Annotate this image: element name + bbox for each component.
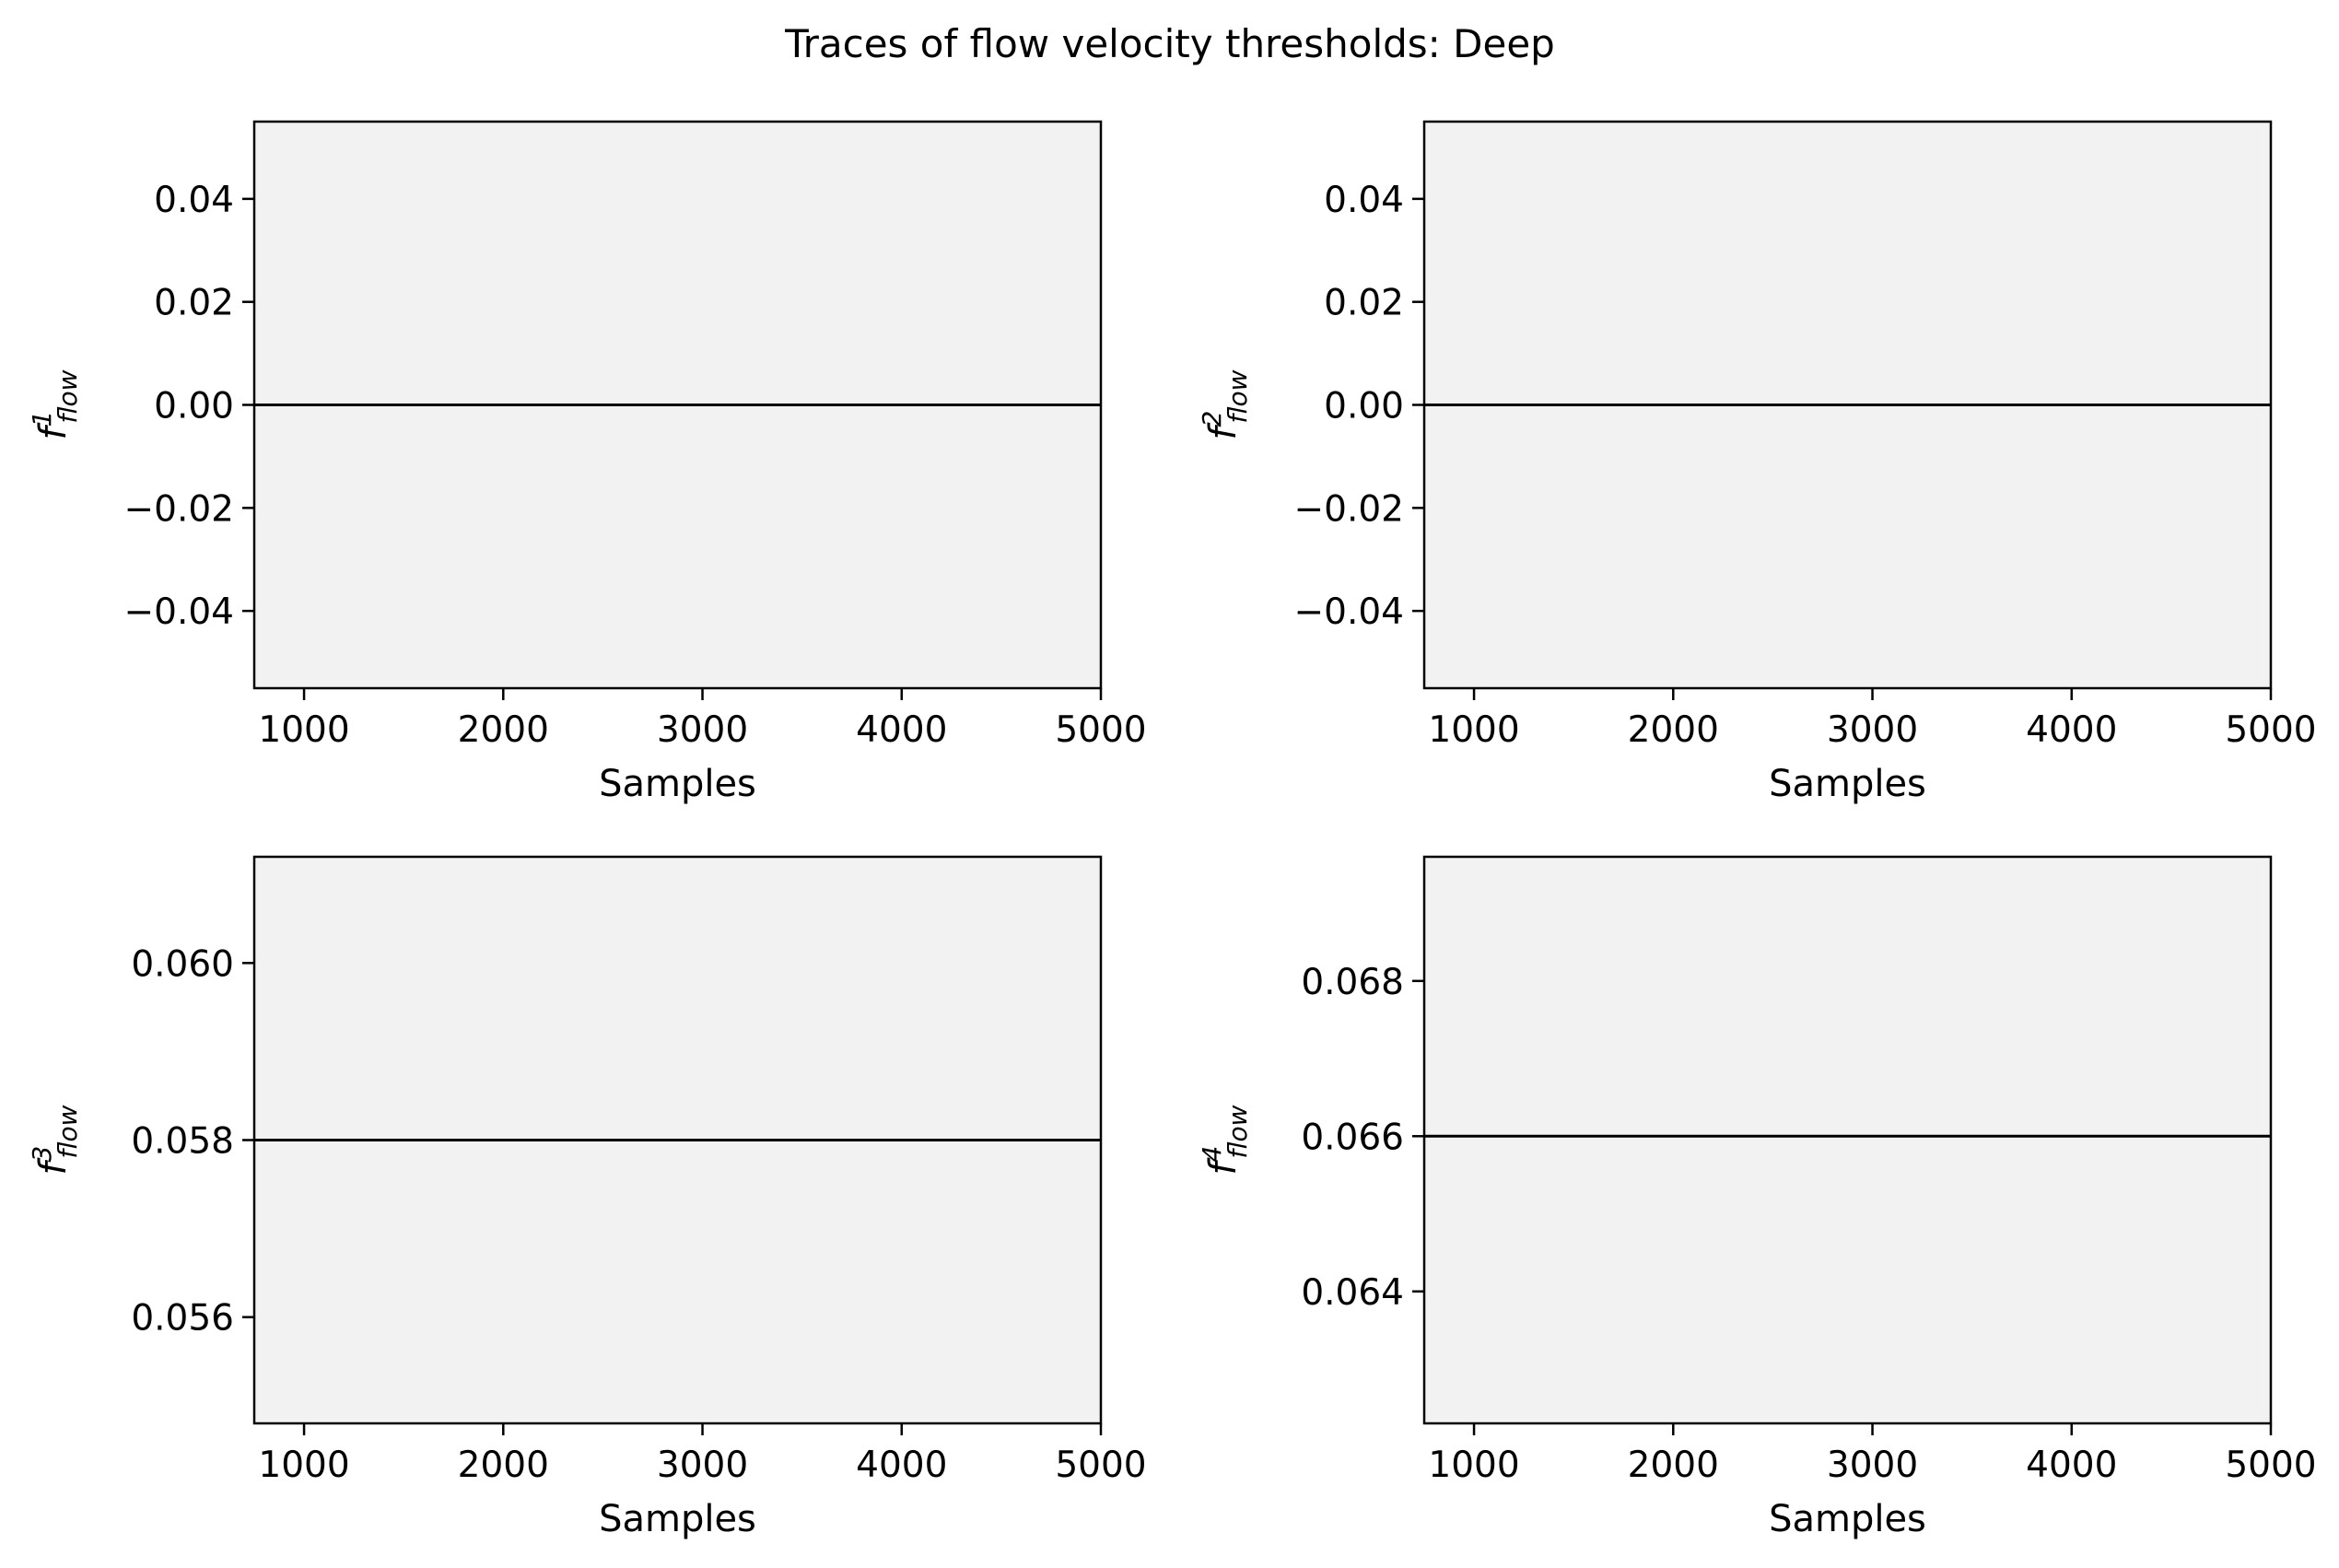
- axes-frame: [1422, 855, 2273, 1425]
- y-tick-label: −0.02: [1293, 488, 1404, 530]
- x-tick-label: 1000: [258, 709, 349, 751]
- y-axis-label: f1flow: [27, 369, 83, 439]
- x-tick-label: 3000: [1827, 709, 1918, 751]
- x-tick-label: 2000: [458, 1445, 549, 1486]
- y-tick-label: 0.058: [131, 1121, 234, 1163]
- x-axis-label: Samples: [599, 763, 756, 805]
- x-tick-label: 4000: [856, 709, 947, 751]
- x-tick-label: 1000: [258, 1445, 349, 1486]
- x-tick-label: 2000: [458, 709, 549, 751]
- y-tick-label: 0.04: [154, 180, 234, 221]
- x-tick-label: 4000: [2026, 1445, 2117, 1486]
- figure-title: Traces of flow velocity thresholds: Deep: [784, 21, 1555, 66]
- x-tick-label: 4000: [856, 1445, 947, 1486]
- x-axis-label: Samples: [599, 1498, 756, 1540]
- y-tick-label: 0.02: [1324, 283, 1404, 324]
- y-tick-label: 0.056: [131, 1298, 234, 1340]
- x-tick-label: 3000: [657, 1445, 748, 1486]
- x-tick-label: 5000: [2225, 709, 2316, 751]
- y-tick-label: 0.066: [1301, 1117, 1404, 1158]
- y-tick-label: 0.060: [131, 943, 234, 985]
- x-tick-label: 5000: [2225, 1445, 2316, 1486]
- x-axis-label: Samples: [1769, 1498, 1926, 1540]
- y-axis-label: f3flow: [27, 1105, 83, 1175]
- x-tick-label: 2000: [1628, 709, 1719, 751]
- panel-1: 1000 2000 3000 4000 5000 −0.04 −0.02 0.00 0.02 0.…: [27, 120, 1147, 805]
- y-tick-label: 0.064: [1301, 1272, 1404, 1314]
- plot-area: [1424, 857, 2271, 1423]
- y-tick-label: 0.04: [1324, 180, 1404, 221]
- y-tick-label: 0.00: [1324, 386, 1404, 427]
- x-tick-label: 3000: [1827, 1445, 1918, 1486]
- y-tick-label: −0.04: [1293, 591, 1404, 633]
- y-axis-label: f4flow: [1197, 1105, 1253, 1175]
- x-tick-label: 1000: [1428, 709, 1519, 751]
- y-tick-label: −0.04: [123, 591, 234, 633]
- panel-2: 1000 2000 3000 4000 5000 −0.04 −0.02 0.00 0.02 0.…: [1197, 120, 2317, 805]
- x-tick-label: 3000: [657, 709, 748, 751]
- y-tick-label: 0.00: [154, 386, 234, 427]
- panel-3: 1000 2000 3000 4000 5000 0.056 0.058 0.060 Sampl…: [27, 855, 1147, 1540]
- x-tick-label: 1000: [1428, 1445, 1519, 1486]
- x-tick-label: 5000: [1055, 1445, 1146, 1486]
- x-tick-label: 5000: [1055, 709, 1146, 751]
- panels: 1000 2000 3000 4000 5000 −0.04 −0.02 0.00 0.02 0.…: [27, 120, 2317, 1540]
- y-tick-label: 0.068: [1301, 962, 1404, 1003]
- x-tick-label: 2000: [1628, 1445, 1719, 1486]
- x-tick-label: 4000: [2026, 709, 2117, 751]
- panel-4: 1000 2000 3000 4000 5000 0.064 0.066 0.068 Sampl…: [1197, 855, 2317, 1540]
- y-tick-label: −0.02: [123, 488, 234, 530]
- y-tick-label: 0.02: [154, 283, 234, 324]
- x-axis-label: Samples: [1769, 763, 1926, 805]
- y-axis-label: f2flow: [1197, 369, 1253, 439]
